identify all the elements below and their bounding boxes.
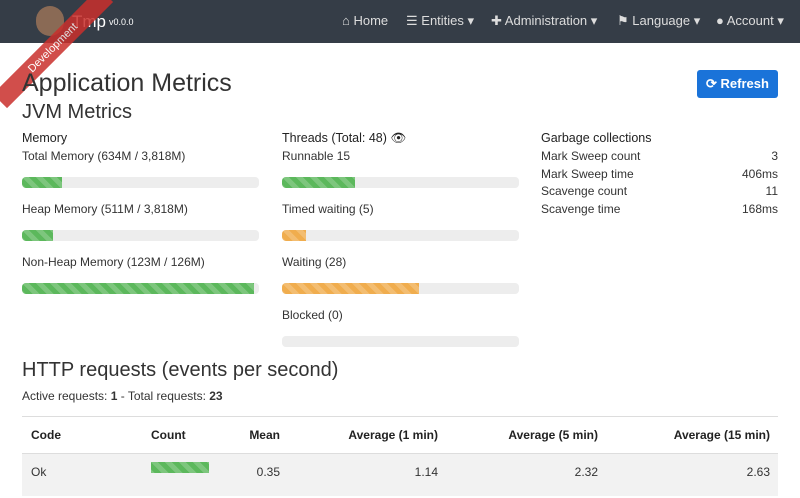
progress-bar bbox=[282, 283, 420, 294]
metric-label: Total Memory (634M / 3,818M) bbox=[22, 149, 186, 163]
threads-title: Threads bbox=[282, 131, 328, 145]
progress-track bbox=[282, 177, 519, 188]
refresh-button[interactable]: ⟳ Refresh bbox=[697, 70, 778, 98]
label: - Total requests: bbox=[120, 389, 206, 403]
cell-value: 0.35 bbox=[256, 465, 280, 479]
column-header: Average (1 min) bbox=[348, 428, 438, 442]
progress-track bbox=[22, 283, 259, 294]
gc-value: 168ms bbox=[741, 202, 778, 217]
gc-label: Mark Sweep count bbox=[541, 149, 641, 163]
nav-label: Administration bbox=[504, 13, 588, 28]
column-title: Garbage collections bbox=[541, 131, 652, 145]
gc-value: 11 bbox=[765, 184, 778, 199]
progress-bar bbox=[22, 177, 63, 188]
column-title: Threads (Total: 48) 👁 bbox=[282, 131, 407, 145]
button-label: Refresh bbox=[720, 76, 769, 91]
section-title: JVM Metrics bbox=[22, 101, 132, 123]
section-title: HTTP requests (events per second) bbox=[22, 359, 339, 381]
cell-code: Ok bbox=[31, 465, 47, 479]
progress-track bbox=[22, 230, 259, 241]
column-header: Mean bbox=[249, 428, 280, 442]
metric-label: Blocked (0) bbox=[282, 308, 343, 322]
metric-label: Runnable 15 bbox=[282, 149, 351, 163]
divider bbox=[22, 416, 778, 417]
gc-label: Scavenge count bbox=[541, 184, 628, 199]
cell-value: 1.14 bbox=[414, 465, 438, 479]
gc-label: Scavenge time bbox=[541, 202, 621, 217]
table-row bbox=[22, 453, 778, 496]
label: Active requests: bbox=[22, 389, 108, 403]
column-header: Code bbox=[31, 428, 61, 442]
value: 1 bbox=[110, 389, 118, 403]
nav-label: Account bbox=[726, 13, 774, 28]
nav-account[interactable]: ● Account ▾ bbox=[716, 13, 784, 28]
nav-language[interactable]: ⚑ Language ▾ bbox=[617, 13, 701, 28]
progress-track bbox=[282, 336, 519, 347]
threads-total: (Total: 48) bbox=[331, 131, 387, 145]
cell-value: 2.63 bbox=[746, 465, 770, 479]
page-title: Application Metrics bbox=[22, 69, 232, 97]
column-header: Average (5 min) bbox=[508, 428, 598, 442]
metric-label: Non-Heap Memory (123M / 126M) bbox=[22, 255, 205, 269]
column-header: Average (15 min) bbox=[673, 428, 770, 442]
gc-value: 3 bbox=[771, 149, 778, 163]
column-header: Count bbox=[151, 428, 186, 442]
navbar: Tmp v0.0.0 ⌂ Home ☰ Entities ▾ ✚ Adminis… bbox=[0, 0, 800, 43]
version: v0.0.0 bbox=[109, 17, 134, 27]
column-title: Memory bbox=[22, 131, 68, 145]
nav-label: Entities bbox=[421, 13, 464, 28]
gc-value: 406ms bbox=[741, 166, 778, 181]
progress-track bbox=[22, 177, 259, 188]
nav-label: Language bbox=[632, 13, 691, 28]
progress-bar bbox=[22, 230, 53, 241]
gc-label: Mark Sweep time bbox=[541, 166, 634, 181]
value: 23 bbox=[209, 389, 223, 403]
cell-value: 2.32 bbox=[574, 465, 598, 479]
progress-track bbox=[282, 230, 519, 241]
nav-entities[interactable]: ☰ Entities ▾ bbox=[406, 13, 475, 28]
nav-home[interactable]: ⌂ Home bbox=[342, 13, 389, 28]
count-track bbox=[151, 462, 209, 473]
progress-bar bbox=[22, 283, 255, 294]
count-bar bbox=[151, 462, 209, 473]
progress-bar bbox=[282, 177, 356, 188]
request-summary: Active requests: 1 - Total requests: 23 bbox=[22, 389, 223, 403]
metric-label: Timed waiting (5) bbox=[282, 202, 374, 216]
metric-label: Heap Memory (511M / 3,818M) bbox=[22, 202, 188, 216]
metric-label: Waiting (28) bbox=[282, 255, 347, 269]
progress-track bbox=[282, 283, 519, 294]
nav-label: Home bbox=[353, 13, 389, 28]
nav-admin[interactable]: ✚ Administration ▾ bbox=[491, 13, 598, 28]
progress-bar bbox=[282, 230, 306, 241]
